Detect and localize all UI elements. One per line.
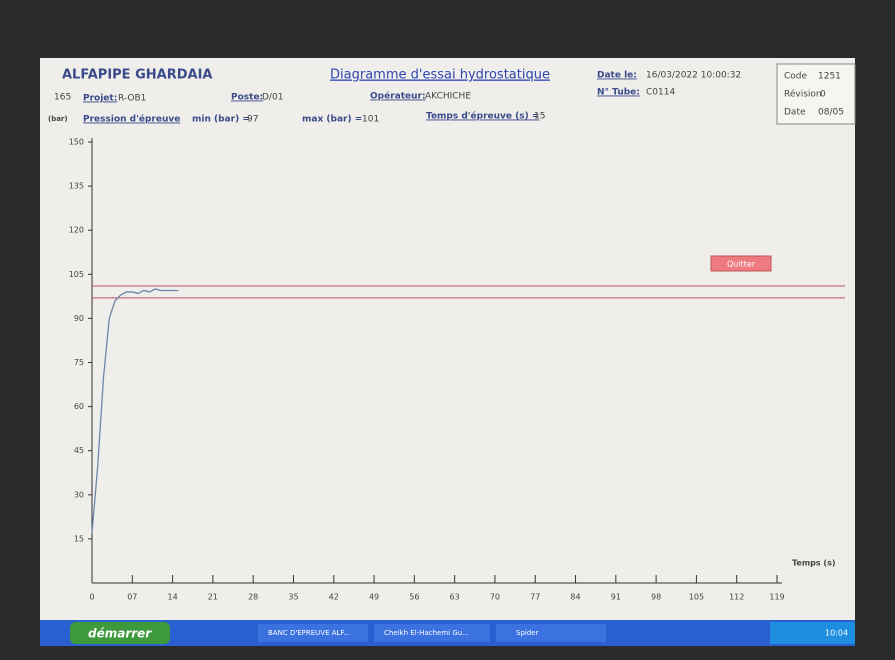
y-tick-label: 30 [74, 490, 84, 499]
x-tick-label: 105 [689, 593, 704, 602]
code-label: Code [784, 72, 808, 82]
y-tick-label: 105 [69, 270, 84, 279]
x-tick-label: 84 [570, 593, 580, 602]
min: 97 [247, 115, 258, 125]
x-tick-label: 21 [208, 593, 218, 602]
y-tick-label: 45 [74, 446, 84, 455]
max: 101 [362, 115, 379, 125]
x-tick-label: 77 [530, 593, 540, 602]
operateur-label: Opérateur: [370, 91, 426, 102]
x-tick-label: 35 [288, 593, 298, 602]
y-tick-label: 120 [69, 226, 84, 235]
y-tick-label: 15 [74, 534, 84, 543]
projet: R-OB1 [118, 94, 146, 104]
y-tick-label: 60 [74, 402, 84, 411]
poste-label: Poste: [231, 93, 263, 103]
y-tick-label: 135 [69, 182, 84, 191]
task-label[interactable]: Spider [516, 629, 539, 637]
date: 16/03/2022 10:00:32 [646, 71, 741, 81]
title: Diagramme d'essai hydrostatique [330, 68, 550, 83]
x-tick-label: 56 [409, 593, 419, 602]
y-tick-label: 75 [74, 358, 84, 367]
temps: 15 [534, 112, 545, 122]
x-tick-label: 07 [127, 593, 137, 602]
page: ALFAPIPE GHARDAIA Diagramme d'essai hydr… [0, 0, 895, 660]
start-label[interactable]: démarrer [88, 627, 152, 641]
max-label: max (bar) = [302, 115, 362, 125]
task-item[interactable] [496, 624, 606, 642]
x-axis-label: Temps (s) [792, 559, 836, 568]
poste: D/01 [262, 93, 283, 103]
x-tick-label: 112 [729, 593, 744, 602]
x-tick-label: 14 [167, 593, 177, 602]
tube-label: N° Tube: [597, 88, 640, 98]
code: 1251 [818, 72, 841, 82]
projet-label: Projet: [83, 94, 117, 104]
clock: 10:04 [825, 629, 848, 638]
operateur: AKCHICHE [425, 92, 471, 102]
x-tick-label: 98 [651, 593, 661, 602]
x-tick-label: 0 [89, 593, 94, 602]
code-date-label: Date [784, 108, 806, 118]
quit-label[interactable]: Quitter [727, 260, 756, 269]
task-label[interactable]: Cheikh El-Hachemi Gu... [384, 629, 469, 637]
x-tick-label: 28 [248, 593, 258, 602]
x-tick-label: 91 [611, 593, 621, 602]
x-tick-label: 42 [329, 593, 339, 602]
y-tick-label: 150 [69, 138, 84, 147]
revision: 0 [820, 90, 826, 100]
pression-label: Pression d'épreuve [83, 114, 180, 125]
x-tick-label: 70 [490, 593, 500, 602]
x-tick-label: 119 [769, 593, 784, 602]
x-tick-label: 63 [450, 593, 460, 602]
revision-label: Révision [784, 89, 822, 100]
x-tick-label: 49 [369, 593, 379, 602]
temps-label: Temps d'épreuve (s) = [426, 111, 539, 122]
company: ALFAPIPE GHARDAIA [62, 68, 212, 83]
tube: C0114 [646, 88, 675, 98]
y-axis-label: (bar) [48, 115, 68, 123]
screen: ALFAPIPE GHARDAIA Diagramme d'essai hydr… [0, 0, 895, 660]
side-label: 165 [54, 93, 71, 103]
date-label: Date le: [597, 71, 637, 81]
code-date: 08/05 [818, 108, 844, 118]
min-label: min (bar) = [192, 115, 250, 125]
y-tick-label: 90 [74, 314, 84, 323]
window [40, 58, 855, 620]
task-label[interactable]: BANC D'EPREUVE ALF... [268, 629, 350, 637]
